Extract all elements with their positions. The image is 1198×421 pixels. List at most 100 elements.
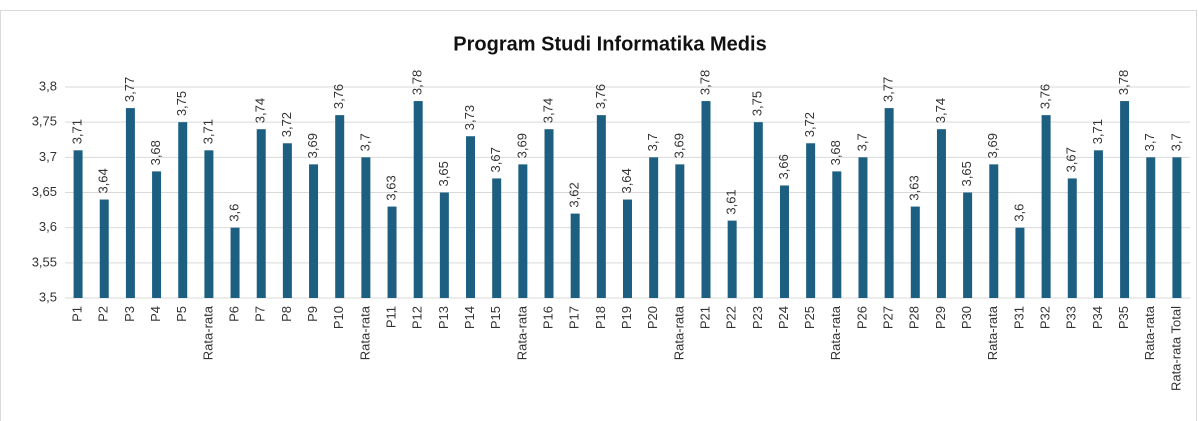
bar — [753, 122, 763, 299]
x-tick-label: P31 — [1011, 306, 1026, 329]
x-tick-label: P2 — [96, 306, 111, 322]
chart-title: Program Studi Informatika Medis — [453, 33, 766, 55]
data-label: 3,76 — [593, 84, 608, 109]
x-tick-label: P32 — [1038, 306, 1053, 329]
x-tick-label: Rata-rata — [828, 305, 843, 360]
bar — [439, 192, 449, 298]
data-label: 3,78 — [1116, 70, 1131, 95]
bar — [806, 143, 816, 298]
data-label: 3,61 — [724, 189, 739, 214]
data-label: 3,78 — [697, 70, 712, 95]
x-tick-label: Rata-rata — [671, 305, 686, 360]
x-tick-label: Rata-rata — [357, 305, 372, 360]
bar — [309, 164, 319, 298]
data-label: 3,64 — [96, 168, 111, 193]
x-tick-label: P20 — [645, 306, 660, 329]
data-label: 3,68 — [828, 140, 843, 165]
chart-frame — [0, 10, 1197, 421]
x-tick-label: P5 — [174, 306, 189, 322]
data-label: 3,71 — [200, 119, 215, 144]
x-tick-label: P24 — [776, 306, 791, 329]
x-tick-label: P28 — [907, 306, 922, 329]
x-tick-label: P26 — [854, 306, 869, 329]
bar — [492, 178, 502, 298]
bar — [1093, 150, 1103, 298]
x-tick-label: P6 — [226, 306, 241, 322]
x-tick-label: P18 — [593, 306, 608, 329]
bar — [1015, 227, 1025, 298]
x-tick-label: Rata-rata — [200, 305, 215, 360]
x-tick-label: P4 — [148, 306, 163, 322]
x-tick-label: P9 — [305, 306, 320, 322]
x-tick-label: P7 — [253, 306, 268, 322]
data-label: 3,74 — [540, 98, 555, 123]
bar — [832, 171, 842, 298]
bar — [649, 157, 659, 298]
data-label: 3,6 — [1011, 204, 1026, 222]
y-tick-label: 3,55 — [32, 254, 57, 269]
bar — [99, 199, 109, 298]
y-tick-label: 3,75 — [32, 114, 57, 129]
data-label: 3,63 — [907, 175, 922, 200]
x-tick-label: P30 — [959, 306, 974, 329]
data-label: 3,76 — [331, 84, 346, 109]
bar — [125, 108, 135, 298]
bar — [152, 171, 162, 298]
data-label: 3,72 — [802, 112, 817, 137]
bar — [204, 150, 214, 298]
data-label: 3,73 — [462, 105, 477, 130]
x-tick-label: P10 — [331, 306, 346, 329]
bar — [1041, 115, 1051, 298]
data-label: 3,71 — [70, 119, 85, 144]
y-tick-label: 3,6 — [39, 219, 57, 234]
x-tick-label: P27 — [881, 306, 896, 329]
bar — [989, 164, 999, 298]
x-tick-label: P22 — [724, 306, 739, 329]
bar — [178, 122, 188, 299]
data-label: 3,67 — [1064, 147, 1079, 172]
data-label: 3,72 — [279, 112, 294, 137]
x-tick-label: P1 — [70, 306, 85, 322]
y-tick-label: 3,7 — [39, 149, 57, 164]
bar — [1067, 178, 1077, 298]
x-tick-label: P23 — [750, 306, 765, 329]
bar — [73, 150, 83, 298]
x-tick-label: P15 — [488, 306, 503, 329]
bar — [544, 129, 554, 298]
x-tick-label: P33 — [1064, 306, 1079, 329]
data-label: 3,7 — [1168, 133, 1183, 151]
data-label: 3,7 — [357, 133, 372, 151]
data-label: 3,74 — [933, 98, 948, 123]
bar — [910, 206, 920, 298]
x-tick-label: P14 — [462, 306, 477, 329]
bar — [858, 157, 868, 298]
x-tick-label: P21 — [697, 306, 712, 329]
x-tick-label: P17 — [567, 306, 582, 329]
x-tick-label: P34 — [1090, 306, 1105, 329]
x-tick-label: Rata-rata Total — [1168, 306, 1183, 391]
x-tick-label: P11 — [383, 306, 398, 328]
x-tick-label: Rata-rata — [514, 305, 529, 360]
data-label: 3,64 — [619, 168, 634, 193]
x-tick-label: P8 — [279, 306, 294, 322]
data-label: 3,71 — [1090, 119, 1105, 144]
bar — [596, 115, 606, 298]
data-label: 3,78 — [410, 70, 425, 95]
data-label: 3,74 — [253, 98, 268, 123]
bar — [779, 185, 789, 298]
data-label: 3,69 — [985, 133, 1000, 158]
y-tick-label: 3,65 — [32, 184, 57, 199]
bar — [1146, 157, 1156, 298]
data-label: 3,6 — [226, 204, 241, 222]
data-label: 3,65 — [959, 161, 974, 186]
x-tick-label: P13 — [436, 306, 451, 329]
data-label: 3,68 — [148, 140, 163, 165]
data-label: 3,69 — [514, 133, 529, 158]
data-label: 3,76 — [1038, 84, 1053, 109]
data-label: 3,67 — [488, 147, 503, 172]
bar — [387, 206, 397, 298]
x-tick-label: Rata-rata — [985, 305, 1000, 360]
bar — [884, 108, 894, 298]
bar — [1172, 157, 1182, 298]
